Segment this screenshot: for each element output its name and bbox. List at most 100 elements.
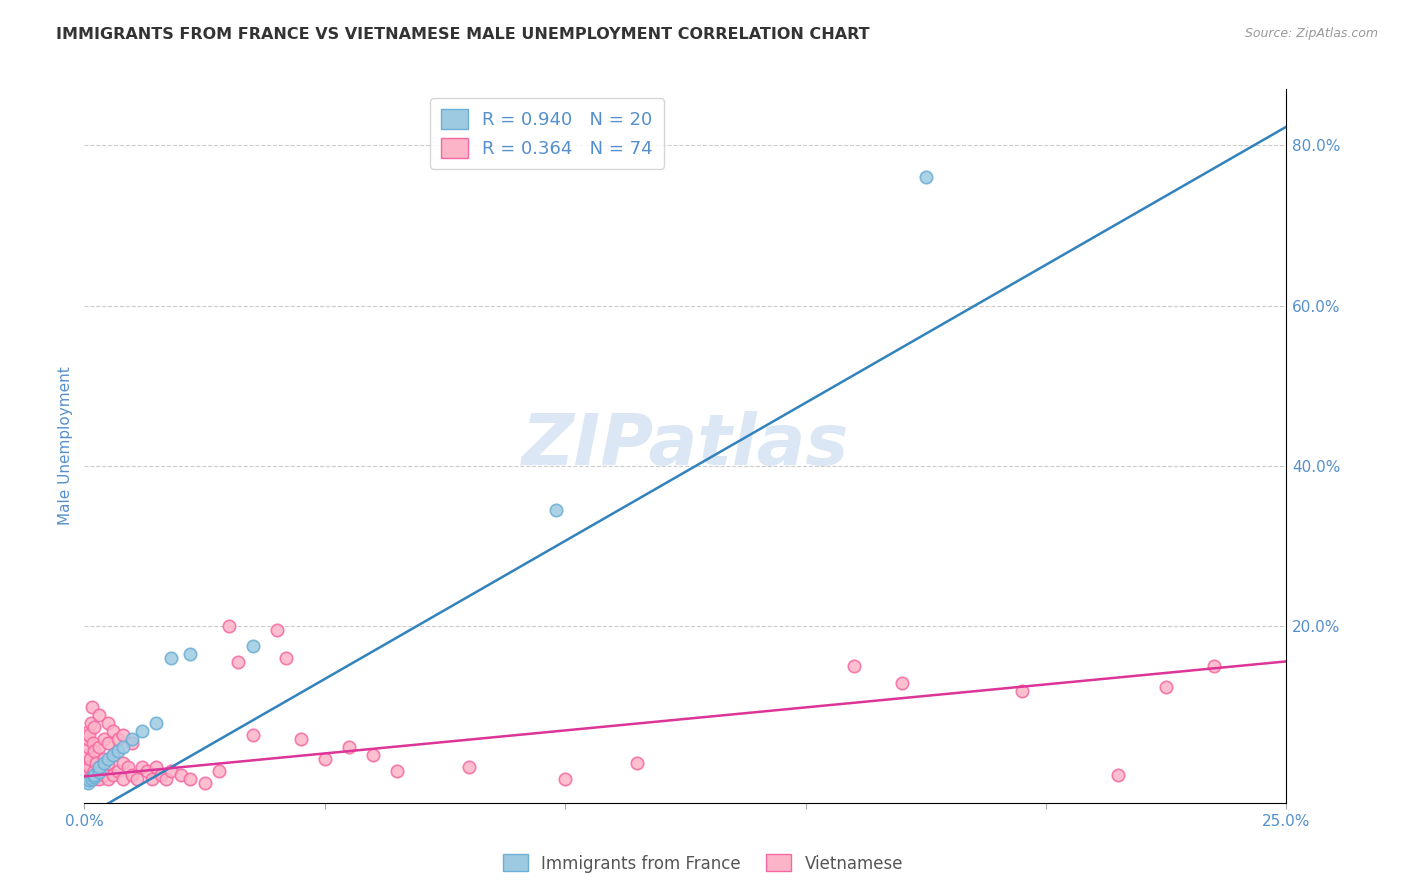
Point [111, 772, 134, 786]
Point [87, 760, 110, 774]
Point [93, 768, 115, 782]
Point [79, 715, 101, 730]
Point [1156, 680, 1178, 694]
Y-axis label: Male Unemployment: Male Unemployment [58, 367, 73, 525]
Point [87, 739, 110, 754]
Point [83, 720, 105, 734]
Point [83, 772, 105, 786]
Point [77, 731, 100, 746]
Point [93, 752, 115, 766]
Point [266, 624, 288, 638]
Point [93, 731, 115, 746]
Point [107, 744, 129, 758]
Point [1204, 659, 1226, 673]
Text: ZIPatlas: ZIPatlas [522, 411, 849, 481]
Point [135, 764, 157, 778]
Point [290, 731, 312, 746]
Point [103, 747, 125, 762]
Point [276, 651, 298, 665]
Point [626, 756, 648, 770]
Point [242, 728, 264, 742]
Point [80, 772, 103, 786]
Point [97, 756, 120, 770]
Point [83, 770, 105, 784]
Point [127, 772, 149, 786]
Point [80, 699, 103, 714]
Point [103, 747, 125, 762]
Point [111, 739, 134, 754]
Point [87, 707, 110, 722]
Point [86, 756, 108, 770]
Point [97, 736, 120, 750]
Point [76, 747, 98, 762]
Point [314, 752, 336, 766]
Point [226, 656, 249, 670]
Point [160, 764, 183, 778]
Point [83, 764, 105, 778]
Point [179, 648, 201, 662]
Point [121, 768, 143, 782]
Point [169, 768, 191, 782]
Point [544, 503, 567, 517]
Point [97, 715, 120, 730]
Point [103, 723, 125, 738]
Point [361, 747, 384, 762]
Point [337, 739, 360, 754]
Point [87, 765, 110, 780]
Point [117, 760, 139, 774]
Point [121, 736, 143, 750]
Point [458, 760, 481, 774]
Point [77, 760, 100, 774]
Point [77, 723, 100, 738]
Point [87, 772, 110, 786]
Point [75, 764, 97, 778]
Point [77, 776, 100, 790]
Point [145, 760, 167, 774]
Point [141, 772, 163, 786]
Point [111, 756, 134, 770]
Legend: R = 0.940   N = 20, R = 0.364   N = 74: R = 0.940 N = 20, R = 0.364 N = 74 [430, 98, 664, 169]
Point [1107, 768, 1129, 782]
Point [77, 772, 100, 786]
Point [97, 752, 120, 766]
Point [915, 170, 938, 185]
Legend: Immigrants from France, Vietnamese: Immigrants from France, Vietnamese [496, 847, 910, 880]
Point [842, 659, 865, 673]
Point [194, 776, 217, 790]
Point [155, 772, 177, 786]
Text: Source: ZipAtlas.com: Source: ZipAtlas.com [1244, 27, 1378, 40]
Point [160, 651, 183, 665]
Point [87, 760, 110, 774]
Point [83, 744, 105, 758]
Point [77, 728, 100, 742]
Point [80, 768, 103, 782]
Point [150, 768, 173, 782]
Point [242, 640, 264, 654]
Point [121, 731, 143, 746]
Point [131, 760, 153, 774]
Point [385, 764, 408, 778]
Point [111, 728, 134, 742]
Point [97, 772, 120, 786]
Point [107, 764, 129, 778]
Point [554, 772, 576, 786]
Point [218, 619, 240, 633]
Text: IMMIGRANTS FROM FRANCE VS VIETNAMESE MALE UNEMPLOYMENT CORRELATION CHART: IMMIGRANTS FROM FRANCE VS VIETNAMESE MAL… [56, 27, 870, 42]
Point [103, 768, 125, 782]
Point [890, 675, 912, 690]
Point [208, 764, 231, 778]
Point [131, 723, 153, 738]
Point [179, 772, 201, 786]
Point [145, 715, 167, 730]
Point [93, 756, 115, 770]
Point [107, 731, 129, 746]
Point [76, 739, 98, 754]
Point [82, 736, 104, 750]
Point [75, 772, 97, 786]
Point [79, 752, 101, 766]
Point [75, 768, 97, 782]
Point [77, 773, 100, 788]
Point [83, 768, 105, 782]
Point [76, 756, 98, 770]
Point [1011, 683, 1033, 698]
